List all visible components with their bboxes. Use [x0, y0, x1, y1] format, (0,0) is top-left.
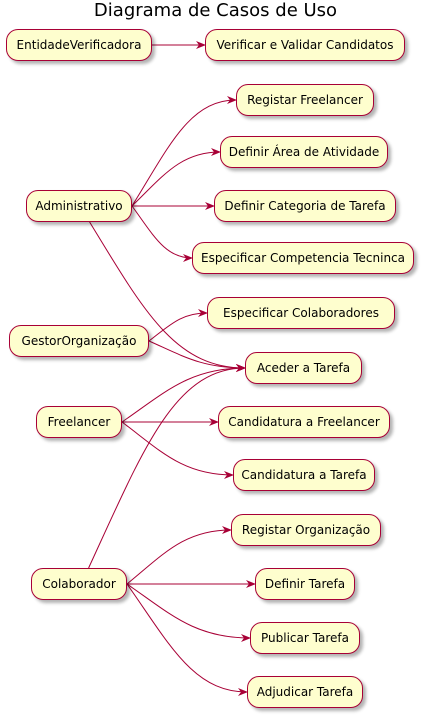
- edge-administrativo-to-especificar_competencia: [131, 205, 193, 262]
- usecase-registar-organizacao[interactable]: Registar Organização: [231, 514, 381, 546]
- edge-colaborador-to-aceder_tarefa: [88, 364, 246, 569]
- edge-administrativo-to-registar_freelancer: [131, 96, 237, 207]
- edge-administrativo-to-definir_area: [131, 148, 221, 207]
- edge-colaborador-to-adjudicar_tarefa: [126, 583, 248, 696]
- edge-colaborador-to-registar_organizacao: [126, 526, 232, 585]
- edge-gestor-to-aceder_tarefa: [148, 340, 246, 372]
- edge-gestor-to-especificar_colaboradores: [148, 309, 208, 342]
- edge-colaborador-to-publicar_tarefa: [126, 583, 251, 642]
- usecase-definir-tarefa[interactable]: Definir Tarefa: [255, 568, 355, 600]
- edge-freelancer-to-aceder_tarefa: [121, 364, 246, 423]
- usecase-candidatura-tarefa[interactable]: Candidatura a Tarefa: [233, 459, 375, 491]
- usecase-especificar-colaboradores[interactable]: Especificar Colaboradores: [207, 297, 395, 329]
- edge-freelancer-to-candidatura_tarefa: [121, 421, 234, 479]
- actor-entidade-verificadora[interactable]: EntidadeVerificadora: [6, 29, 152, 61]
- usecase-registar-freelancer[interactable]: Registar Freelancer: [236, 84, 374, 116]
- usecase-verificar-validar-candidatos[interactable]: Verificar e Validar Candidatos: [205, 29, 405, 61]
- actor-gestor-organizacao[interactable]: GestorOrganização: [9, 325, 149, 357]
- usecase-aceder-tarefa[interactable]: Aceder a Tarefa: [245, 352, 362, 384]
- usecase-candidatura-freelancer[interactable]: Candidatura a Freelancer: [218, 406, 390, 438]
- usecase-definir-categoria-tarefa[interactable]: Definir Categoria de Tarefa: [214, 190, 396, 222]
- actor-administrativo[interactable]: Administrativo: [26, 190, 132, 222]
- actor-colaborador[interactable]: Colaborador: [31, 568, 127, 600]
- usecase-especificar-competencia-tecnica[interactable]: Especificar Competencia Tecninca: [192, 242, 414, 274]
- actor-freelancer[interactable]: Freelancer: [36, 406, 122, 438]
- edge-administrativo-to-aceder_tarefa: [89, 221, 246, 372]
- usecase-publicar-tarefa[interactable]: Publicar Tarefa: [250, 622, 360, 654]
- usecase-adjudicar-tarefa[interactable]: Adjudicar Tarefa: [247, 676, 363, 708]
- diagram-title: Diagrama de Casos de Uso: [93, 0, 338, 21]
- usecase-definir-area-atividade[interactable]: Definir Área de Atividade: [220, 136, 388, 168]
